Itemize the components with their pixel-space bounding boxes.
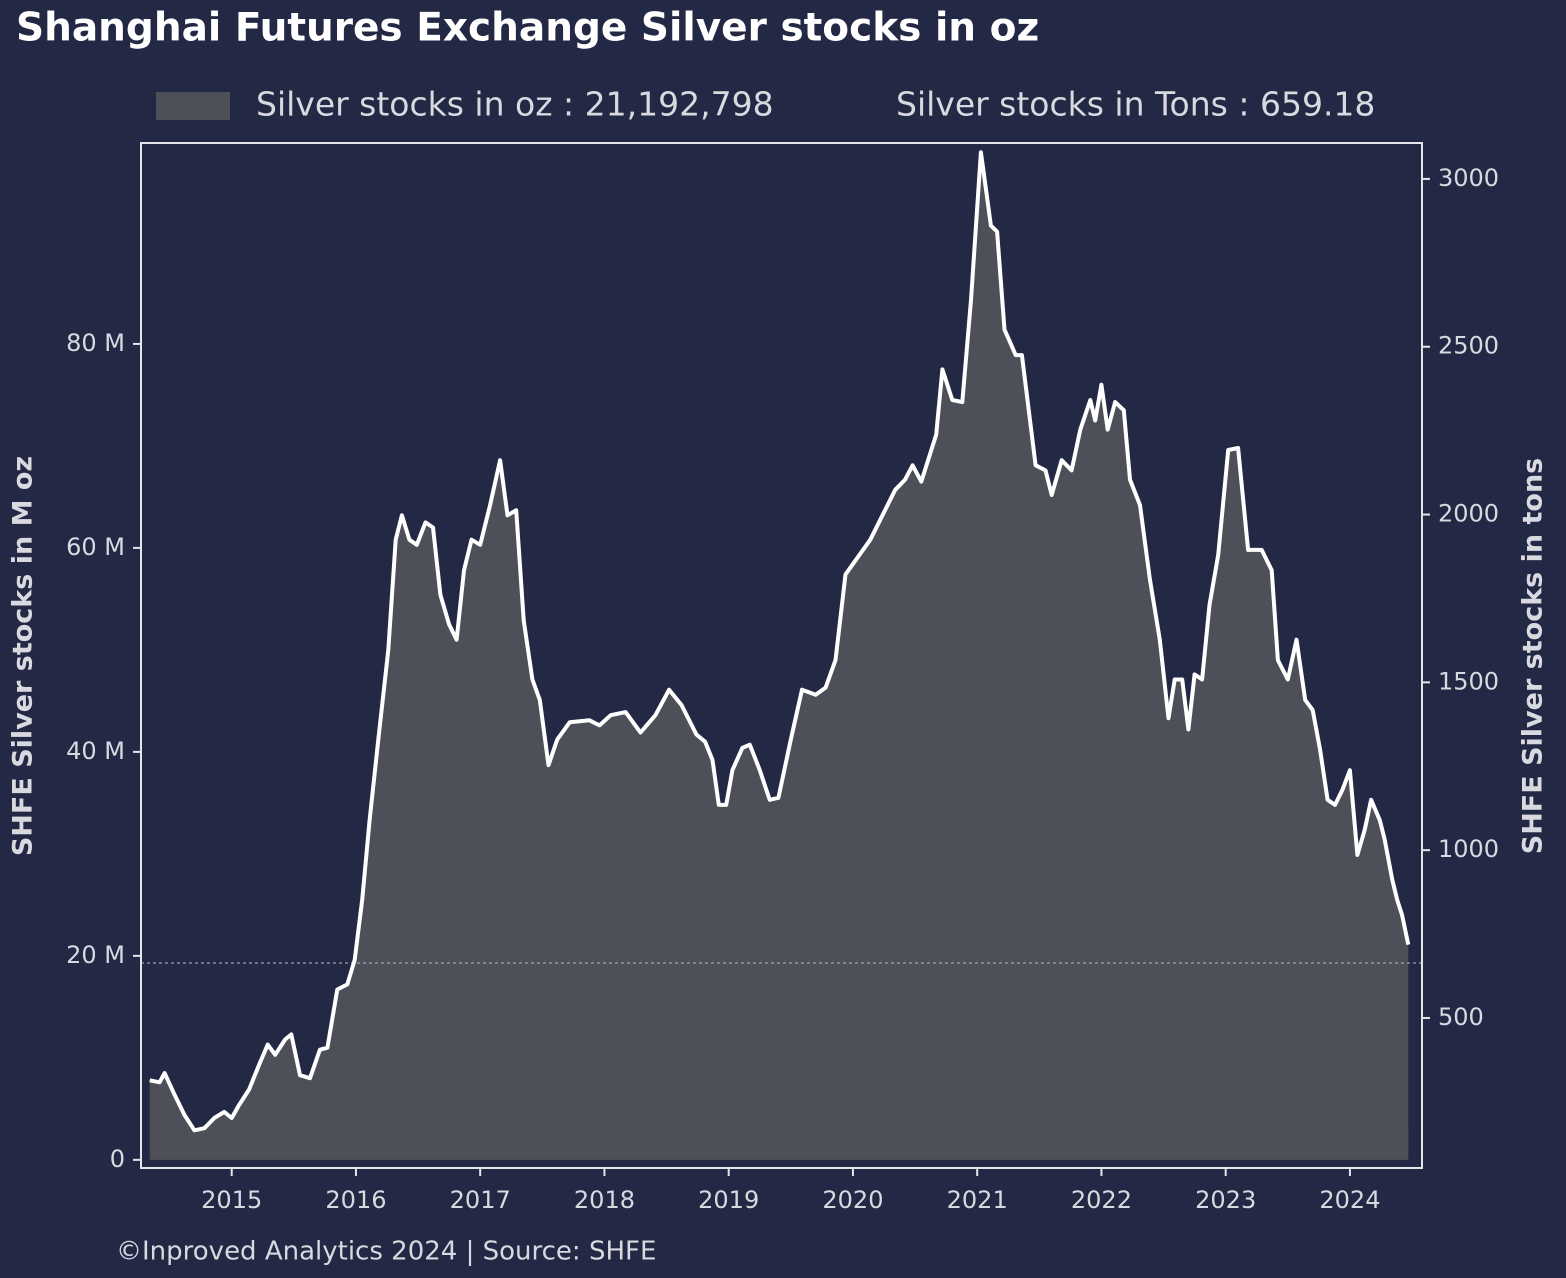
- y-tick-label: 40 M: [66, 737, 125, 765]
- x-tick-label: 2023: [1195, 1186, 1256, 1214]
- y-tick-label: 80 M: [66, 329, 125, 357]
- x-tick-label: 2018: [574, 1186, 635, 1214]
- x-tick-label: 2016: [325, 1186, 386, 1214]
- x-tick-label: 2020: [822, 1186, 883, 1214]
- y2-tick-label: 1000: [1438, 835, 1499, 863]
- x-tick-label: 2017: [450, 1186, 511, 1214]
- x-tick-label: 2019: [698, 1186, 759, 1214]
- y-tick-label: 0: [110, 1145, 125, 1173]
- legend-note: Silver stocks in Tons : 659.18: [896, 85, 1375, 124]
- x-tick-label: 2022: [1071, 1186, 1132, 1214]
- y2-tick-label: 500: [1438, 1003, 1484, 1031]
- x-tick-label: 2015: [201, 1186, 262, 1214]
- x-tick-label: 2021: [947, 1186, 1008, 1214]
- legend-label: Silver stocks in oz : 21,192,798: [256, 85, 774, 124]
- y2-axis-label: SHFE Silver stocks in tons: [1518, 458, 1549, 855]
- footer: ©Inproved Analytics 2024 | Source: SHFE: [116, 1237, 656, 1267]
- plot-frame: [140, 142, 1423, 1169]
- line: [149, 150, 1411, 1133]
- y2-tick-label: 2500: [1438, 332, 1499, 360]
- y2-tick-label: 2000: [1438, 500, 1499, 528]
- legend-swatch: [156, 92, 230, 120]
- y2-tick-label: 3000: [1438, 164, 1499, 192]
- y-tick-label: 60 M: [66, 533, 125, 561]
- chart-title: Shanghai Futures Exchange Silver stocks …: [16, 6, 1039, 51]
- area: [149, 152, 1409, 1160]
- y-axis-label: SHFE Silver stocks in M oz: [8, 456, 39, 856]
- y-tick-label: 20 M: [66, 941, 125, 969]
- y2-tick-label: 1500: [1438, 667, 1499, 695]
- x-tick-label: 2024: [1319, 1186, 1380, 1214]
